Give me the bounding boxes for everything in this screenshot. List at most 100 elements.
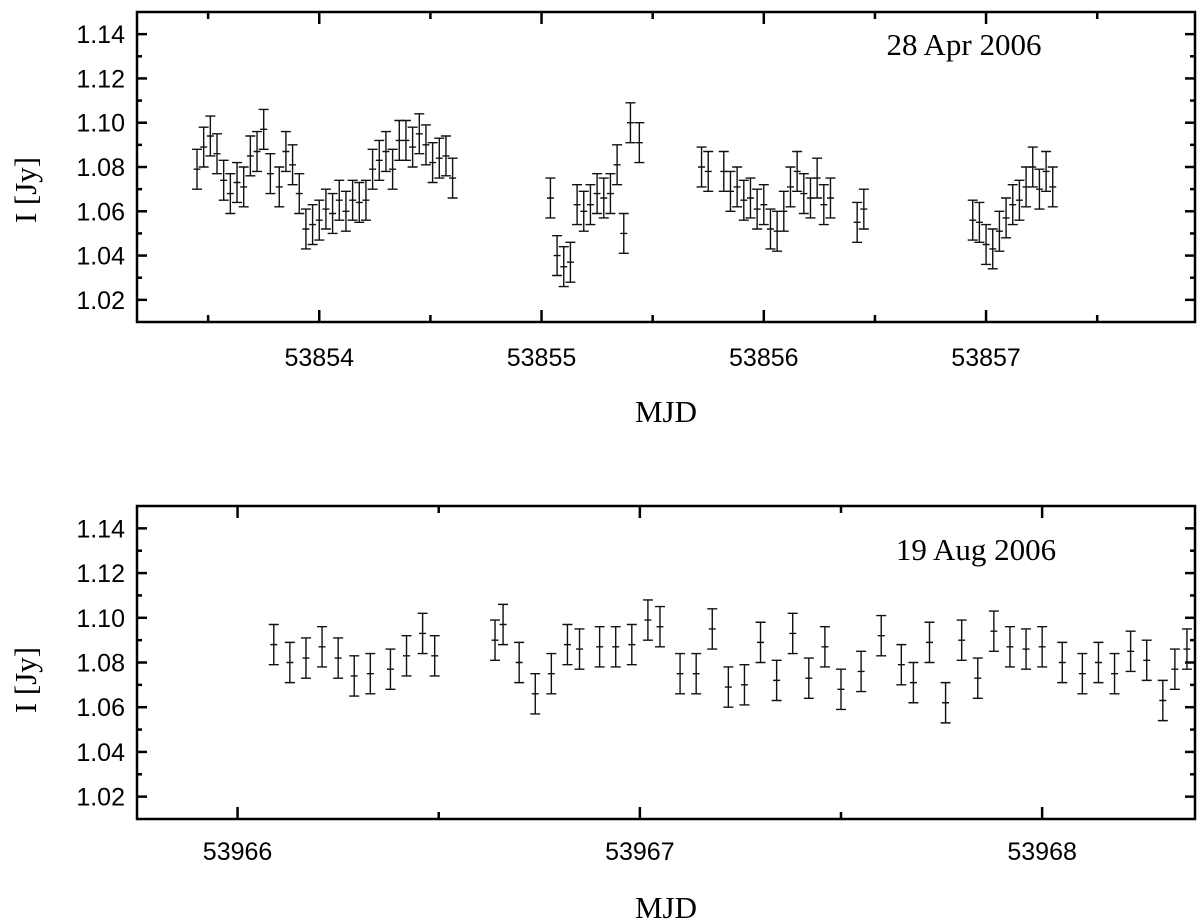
error-bar xyxy=(198,126,209,168)
error-bar xyxy=(394,119,405,162)
data-point xyxy=(401,634,412,677)
error-bar xyxy=(1027,146,1038,188)
data-point xyxy=(429,634,440,677)
error-bar xyxy=(594,626,605,668)
data-point xyxy=(232,161,243,204)
data-point xyxy=(365,652,376,695)
error-bar xyxy=(940,681,951,724)
error-bar xyxy=(625,102,636,144)
data-point xyxy=(987,228,998,270)
data-point xyxy=(812,157,823,199)
y-axis-label: I [Jy] xyxy=(8,157,43,223)
error-bar xyxy=(440,135,451,177)
data-point xyxy=(675,652,686,695)
error-bar xyxy=(552,234,563,277)
error-bar xyxy=(1007,184,1018,226)
data-point xyxy=(245,135,256,177)
error-bar xyxy=(333,637,344,679)
error-bar xyxy=(490,619,501,661)
error-bar xyxy=(752,188,763,230)
error-bar xyxy=(765,208,776,250)
data-point xyxy=(755,621,766,664)
data-point xyxy=(858,188,869,230)
y-tick-label: 1.02 xyxy=(76,287,125,315)
data-point xyxy=(530,672,541,715)
error-bar xyxy=(1004,626,1015,668)
y-tick-label: 1.06 xyxy=(76,198,125,226)
data-point xyxy=(974,201,985,243)
error-bar xyxy=(225,172,236,215)
error-bar xyxy=(598,177,609,219)
y-tick-label: 1.08 xyxy=(76,650,125,678)
data-point xyxy=(972,657,983,699)
error-bar xyxy=(387,148,398,190)
data-point xyxy=(703,150,714,193)
error-bar xyxy=(284,641,295,684)
y-axis-label: I [Jy] xyxy=(8,647,43,713)
error-bar xyxy=(565,241,576,283)
data-point xyxy=(498,603,509,646)
error-bar xyxy=(558,246,569,288)
data-point xyxy=(642,599,653,641)
data-point xyxy=(732,166,743,208)
data-point xyxy=(514,641,525,684)
data-point xyxy=(225,172,236,215)
error-bar xyxy=(380,130,391,173)
data-point xyxy=(1041,150,1052,193)
error-bar xyxy=(908,661,919,704)
error-bar xyxy=(530,672,541,715)
error-bar xyxy=(268,623,279,666)
y-tick-label: 1.08 xyxy=(76,154,125,182)
data-point xyxy=(835,668,846,711)
data-point xyxy=(752,188,763,230)
data-point xyxy=(765,208,776,250)
error-bar xyxy=(732,166,743,208)
data-point xyxy=(287,144,298,186)
panel-date-annotation: 28 Apr 2006 xyxy=(887,27,1042,62)
data-point xyxy=(387,148,398,190)
data-point xyxy=(274,166,285,208)
data-point xyxy=(440,135,451,177)
error-bar xyxy=(429,634,440,677)
data-points xyxy=(268,599,1192,724)
data-point xyxy=(856,650,867,693)
error-bar xyxy=(300,208,311,250)
error-bar xyxy=(654,605,665,648)
data-point xyxy=(546,652,557,695)
error-bar xyxy=(634,122,645,164)
error-bar xyxy=(307,203,318,246)
data-point xyxy=(334,179,345,221)
error-bar xyxy=(798,172,809,215)
data-point xyxy=(825,177,836,219)
error-bar xyxy=(374,139,385,181)
data-point xyxy=(218,159,229,201)
error-bar xyxy=(723,666,734,708)
error-bar xyxy=(924,621,935,664)
error-bar xyxy=(327,192,338,235)
error-bar xyxy=(400,119,411,162)
y-tick-label: 1.12 xyxy=(76,65,125,93)
error-bar xyxy=(365,652,376,695)
panel-aug-2006: 1.021.041.061.081.101.121.14 53966 53967 5… xyxy=(8,504,1197,922)
x-ticks: 53854 53855 53856 53857 xyxy=(206,12,1099,372)
error-bar xyxy=(1057,641,1068,684)
error-bar xyxy=(818,184,829,226)
data-point xyxy=(420,124,431,166)
error-bar xyxy=(417,612,428,655)
data-point xyxy=(605,172,616,215)
data-point xyxy=(818,184,829,226)
y-tick-label: 1.10 xyxy=(76,605,125,633)
error-bar xyxy=(414,113,425,155)
data-point xyxy=(1093,641,1104,684)
data-point xyxy=(1004,626,1015,668)
data-point xyxy=(400,119,411,162)
error-bar xyxy=(360,179,371,221)
data-point xyxy=(407,126,418,168)
error-bar xyxy=(1037,626,1048,668)
y-tick-label: 1.02 xyxy=(76,784,125,812)
data-point xyxy=(594,626,605,668)
data-point xyxy=(1125,630,1136,673)
data-point xyxy=(347,179,358,221)
error-bar xyxy=(718,150,729,193)
